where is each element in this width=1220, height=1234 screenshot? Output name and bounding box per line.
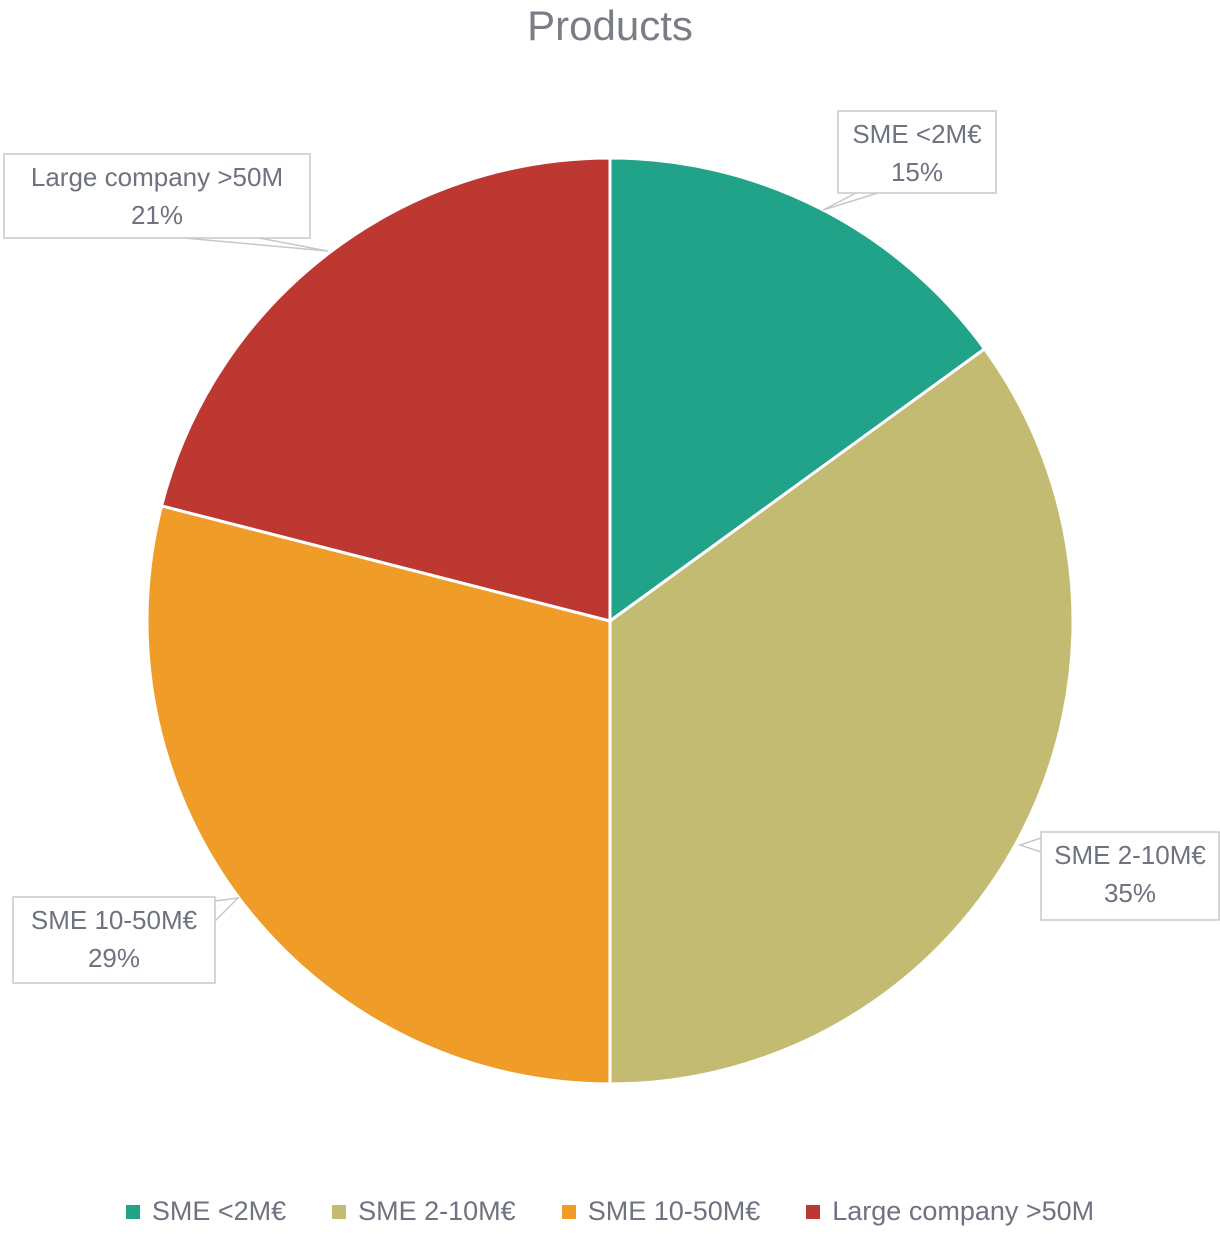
legend-item-large-company: Large company >50M <box>806 1196 1094 1227</box>
pie-slice <box>608 156 987 624</box>
data-label: SME <2M€ 15% <box>822 110 997 211</box>
data-label-category: SME 2-10M€ <box>1054 840 1206 870</box>
legend-label: SME 10-50M€ <box>587 1196 761 1226</box>
data-label-percent: 35% <box>1104 878 1156 908</box>
data-label-percent: 29% <box>88 943 140 973</box>
legend-label: SME 2-10M€ <box>358 1196 516 1226</box>
data-label: SME 10-50M€ 29% <box>12 896 241 984</box>
data-label-percent: 21% <box>131 200 183 230</box>
data-label-category: Large company >50M <box>31 162 283 192</box>
legend-label: SME <2M€ <box>151 1196 287 1226</box>
pie-slice <box>145 504 612 1086</box>
chart-title: Products <box>527 2 693 49</box>
leader-line <box>822 192 879 211</box>
data-label: Large company >50M 21% <box>3 153 329 252</box>
legend-item-sme-under-2m: SME <2M€ <box>125 1196 287 1227</box>
label-box <box>3 153 311 239</box>
pie-slice <box>159 156 612 623</box>
data-label-category: SME <2M€ <box>852 119 982 149</box>
legend-swatch <box>332 1204 347 1219</box>
legend-swatch <box>125 1204 140 1219</box>
legend-item-sme-10-50m: SME 10-50M€ <box>561 1196 761 1227</box>
data-label-category: SME 10-50M€ <box>31 905 198 935</box>
leader-line <box>1017 837 1042 853</box>
data-label: SME 2-10M€ 35% <box>1017 831 1220 921</box>
legend-item-sme-2-10m: SME 2-10M€ <box>332 1196 516 1227</box>
legend-swatch <box>806 1204 821 1219</box>
data-label-percent: 15% <box>891 157 943 187</box>
label-box <box>1040 831 1220 921</box>
label-box <box>837 110 997 194</box>
pie-slice <box>608 346 1075 1086</box>
label-box <box>12 896 216 984</box>
leader-line <box>214 896 241 922</box>
leader-line <box>183 237 329 252</box>
legend-swatch <box>561 1204 576 1219</box>
legend: SME <2M€ SME 2-10M€ SME 10-50M€ Large co… <box>0 1196 1220 1227</box>
legend-label: Large company >50M <box>832 1196 1095 1226</box>
